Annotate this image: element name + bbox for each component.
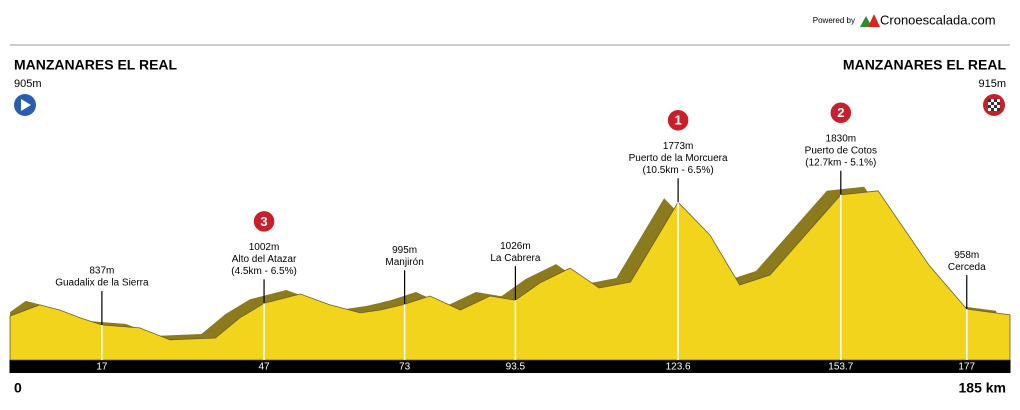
waypoint-name: Puerto de la Morcuera xyxy=(629,153,728,164)
logo xyxy=(860,16,872,27)
climb-badge xyxy=(666,108,690,132)
climb-category: 2 xyxy=(837,105,844,120)
finish-name: MANZANARES EL REAL xyxy=(843,57,1007,73)
waypoint-km: 93.5 xyxy=(506,362,526,373)
waypoint-elevation-label: 1002m xyxy=(249,242,280,253)
waypoint-km: 123.6 xyxy=(666,362,691,373)
waypoint-elevation-label: 995m xyxy=(392,245,417,256)
waypoint-name: La Cabrera xyxy=(490,253,540,264)
climb-badge xyxy=(829,101,853,125)
waypoint-km: 177 xyxy=(958,362,975,373)
waypoint-km: 47 xyxy=(258,362,270,373)
x-tick-label: 185 km xyxy=(959,380,1006,396)
powered-by: Powered by xyxy=(813,16,855,25)
waypoint-name: Alto del Atazar xyxy=(232,254,297,265)
distance-bar xyxy=(10,360,1010,373)
waypoint-elevation-label: 837m xyxy=(89,266,114,277)
waypoint-elevation-label: 958m xyxy=(954,250,979,261)
climb-category: 3 xyxy=(260,214,267,229)
waypoint-detail: (12.7km - 5.1%) xyxy=(805,157,876,168)
waypoint-elevation-label: 1773m xyxy=(663,141,694,152)
waypoint-km: 73 xyxy=(399,362,411,373)
start-icon xyxy=(21,99,31,111)
waypoint-km: 17 xyxy=(96,362,108,373)
finish-icon xyxy=(988,99,1000,111)
climb-category: 1 xyxy=(674,113,681,128)
finish-icon xyxy=(988,99,1000,111)
logo xyxy=(868,14,880,27)
waypoint-name: Cerceda xyxy=(948,262,986,273)
waypoint-detail: (4.5km - 6.5%) xyxy=(231,266,297,277)
waypoint-km: 153.7 xyxy=(828,362,853,373)
finish-elevation: 915m xyxy=(978,78,1006,90)
waypoint-elevation-label: 1026m xyxy=(500,241,531,252)
waypoint-name: Manjirón xyxy=(385,257,423,268)
start-elevation: 905m xyxy=(14,78,42,90)
climb-badge xyxy=(252,209,276,234)
x-tick-label: 0 xyxy=(14,380,22,396)
start-name: MANZANARES EL REAL xyxy=(14,57,178,73)
brand: Cronoescalada.com xyxy=(880,12,996,27)
waypoint-name: Guadalix de la Sierra xyxy=(55,278,149,289)
waypoint-detail: (10.5km - 6.5%) xyxy=(643,165,714,176)
profile-area xyxy=(9,190,1011,361)
waypoint-elevation-label: 1830m xyxy=(826,133,857,144)
waypoint-name: Puerto de Cotos xyxy=(805,145,877,156)
